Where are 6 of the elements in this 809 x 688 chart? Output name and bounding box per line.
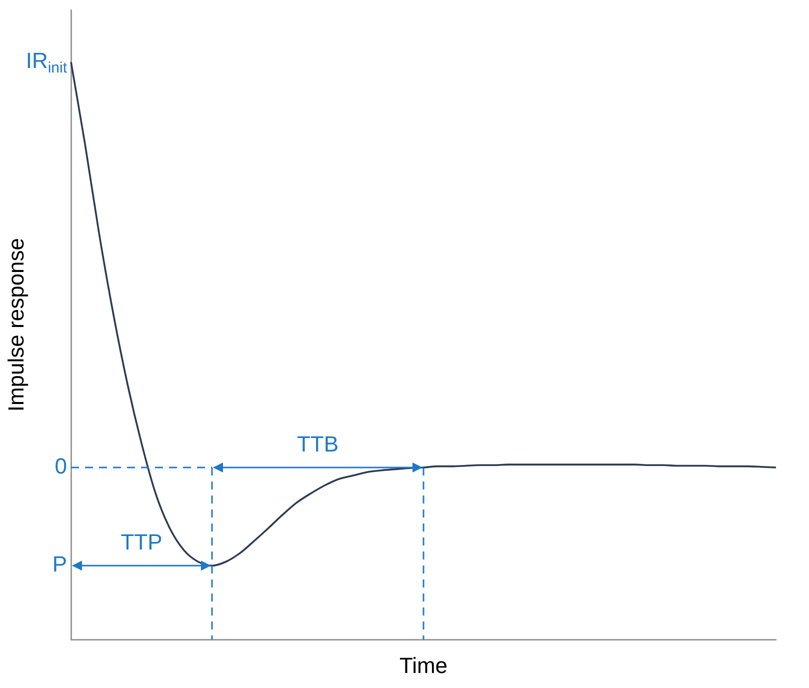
annotation: TTB bbox=[296, 432, 339, 457]
annotation: TTP bbox=[120, 530, 162, 555]
y-axis-title: Impulse response bbox=[3, 238, 28, 412]
text: 0 bbox=[54, 454, 68, 479]
x-axis-title: Time bbox=[399, 652, 448, 678]
text: P bbox=[52, 552, 68, 577]
